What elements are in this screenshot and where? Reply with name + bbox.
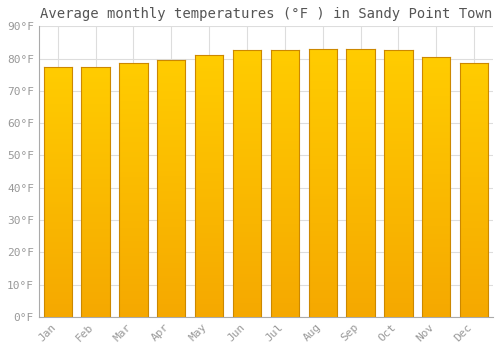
Title: Average monthly temperatures (°F ) in Sandy Point Town: Average monthly temperatures (°F ) in Sa… (40, 7, 492, 21)
